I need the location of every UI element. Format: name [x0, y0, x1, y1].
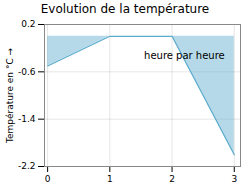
svg-text:-1.4: -1.4: [18, 114, 36, 124]
html-text:Evolution de la température: Evolution de la température: [40, 2, 210, 16]
svg-text:2: 2: [169, 174, 175, 184]
svg-text:3: 3: [231, 174, 237, 184]
svg-text:heure par heure: heure par heure: [144, 50, 225, 61]
svg-text:-2.2: -2.2: [18, 161, 36, 171]
svg-text:0: 0: [45, 174, 51, 184]
svg-text:-0.6: -0.6: [18, 67, 36, 77]
svg-text:0.2: 0.2: [21, 19, 35, 29]
svg-text:1: 1: [107, 174, 113, 184]
svg-text:Température en °C →: Température en °C →: [5, 47, 15, 144]
